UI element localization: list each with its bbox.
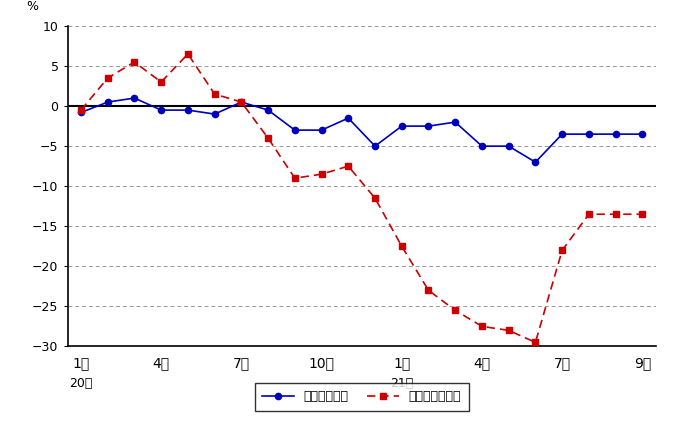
- 所定外労働時間: [318, 171, 326, 177]
- 総実労働時間: [130, 96, 139, 101]
- 総実労働時間: [344, 116, 352, 121]
- Line: 所定外労働時間: 所定外労働時間: [78, 51, 646, 346]
- 所定外労働時間: [451, 308, 459, 313]
- 所定外労働時間: [130, 59, 139, 65]
- 総実労働時間: [425, 123, 433, 129]
- 総実労働時間: [77, 110, 85, 115]
- 総実労働時間: [612, 132, 620, 137]
- Text: %: %: [26, 0, 39, 13]
- 総実労働時間: [291, 128, 299, 133]
- 総実労働時間: [211, 112, 219, 117]
- 所定外労働時間: [531, 340, 539, 345]
- 総実労働時間: [451, 120, 459, 125]
- 所定外労働時間: [558, 248, 566, 253]
- 所定外労働時間: [291, 176, 299, 181]
- 総実労働時間: [478, 144, 486, 149]
- 総実労働時間: [264, 107, 272, 113]
- 所定外労働時間: [371, 196, 379, 201]
- 総実労働時間: [585, 132, 593, 137]
- 所定外労働時間: [638, 212, 646, 217]
- 所定外労働時間: [211, 91, 219, 97]
- 総実労働時間: [397, 123, 406, 129]
- 総実労働時間: [531, 160, 539, 165]
- 所定外労働時間: [157, 80, 165, 85]
- 総実労働時間: [371, 144, 379, 149]
- Legend: 総実労働時間, 所定外労働時間: 総実労働時間, 所定外労働時間: [255, 383, 468, 410]
- 所定外労働時間: [184, 52, 192, 57]
- 所定外労働時間: [397, 244, 406, 249]
- 所定外労働時間: [425, 288, 433, 293]
- 所定外労働時間: [77, 107, 85, 113]
- 所定外労働時間: [585, 212, 593, 217]
- Line: 総実労働時間: 総実労働時間: [78, 95, 646, 165]
- 所定外労働時間: [264, 136, 272, 141]
- 総実労働時間: [157, 107, 165, 113]
- 総実労働時間: [237, 100, 245, 105]
- 総実労働時間: [638, 132, 646, 137]
- 総実労働時間: [184, 107, 192, 113]
- 所定外労働時間: [478, 324, 486, 329]
- 所定外労働時間: [612, 212, 620, 217]
- 所定外労働時間: [344, 164, 352, 169]
- 総実労働時間: [504, 144, 513, 149]
- 所定外労働時間: [504, 328, 513, 333]
- 所定外労働時間: [103, 75, 112, 81]
- 総実労働時間: [318, 128, 326, 133]
- 所定外労働時間: [237, 100, 245, 105]
- Text: 21年: 21年: [390, 377, 414, 390]
- Text: 20年: 20年: [69, 377, 93, 390]
- 総実労働時間: [103, 100, 112, 105]
- 総実労働時間: [558, 132, 566, 137]
